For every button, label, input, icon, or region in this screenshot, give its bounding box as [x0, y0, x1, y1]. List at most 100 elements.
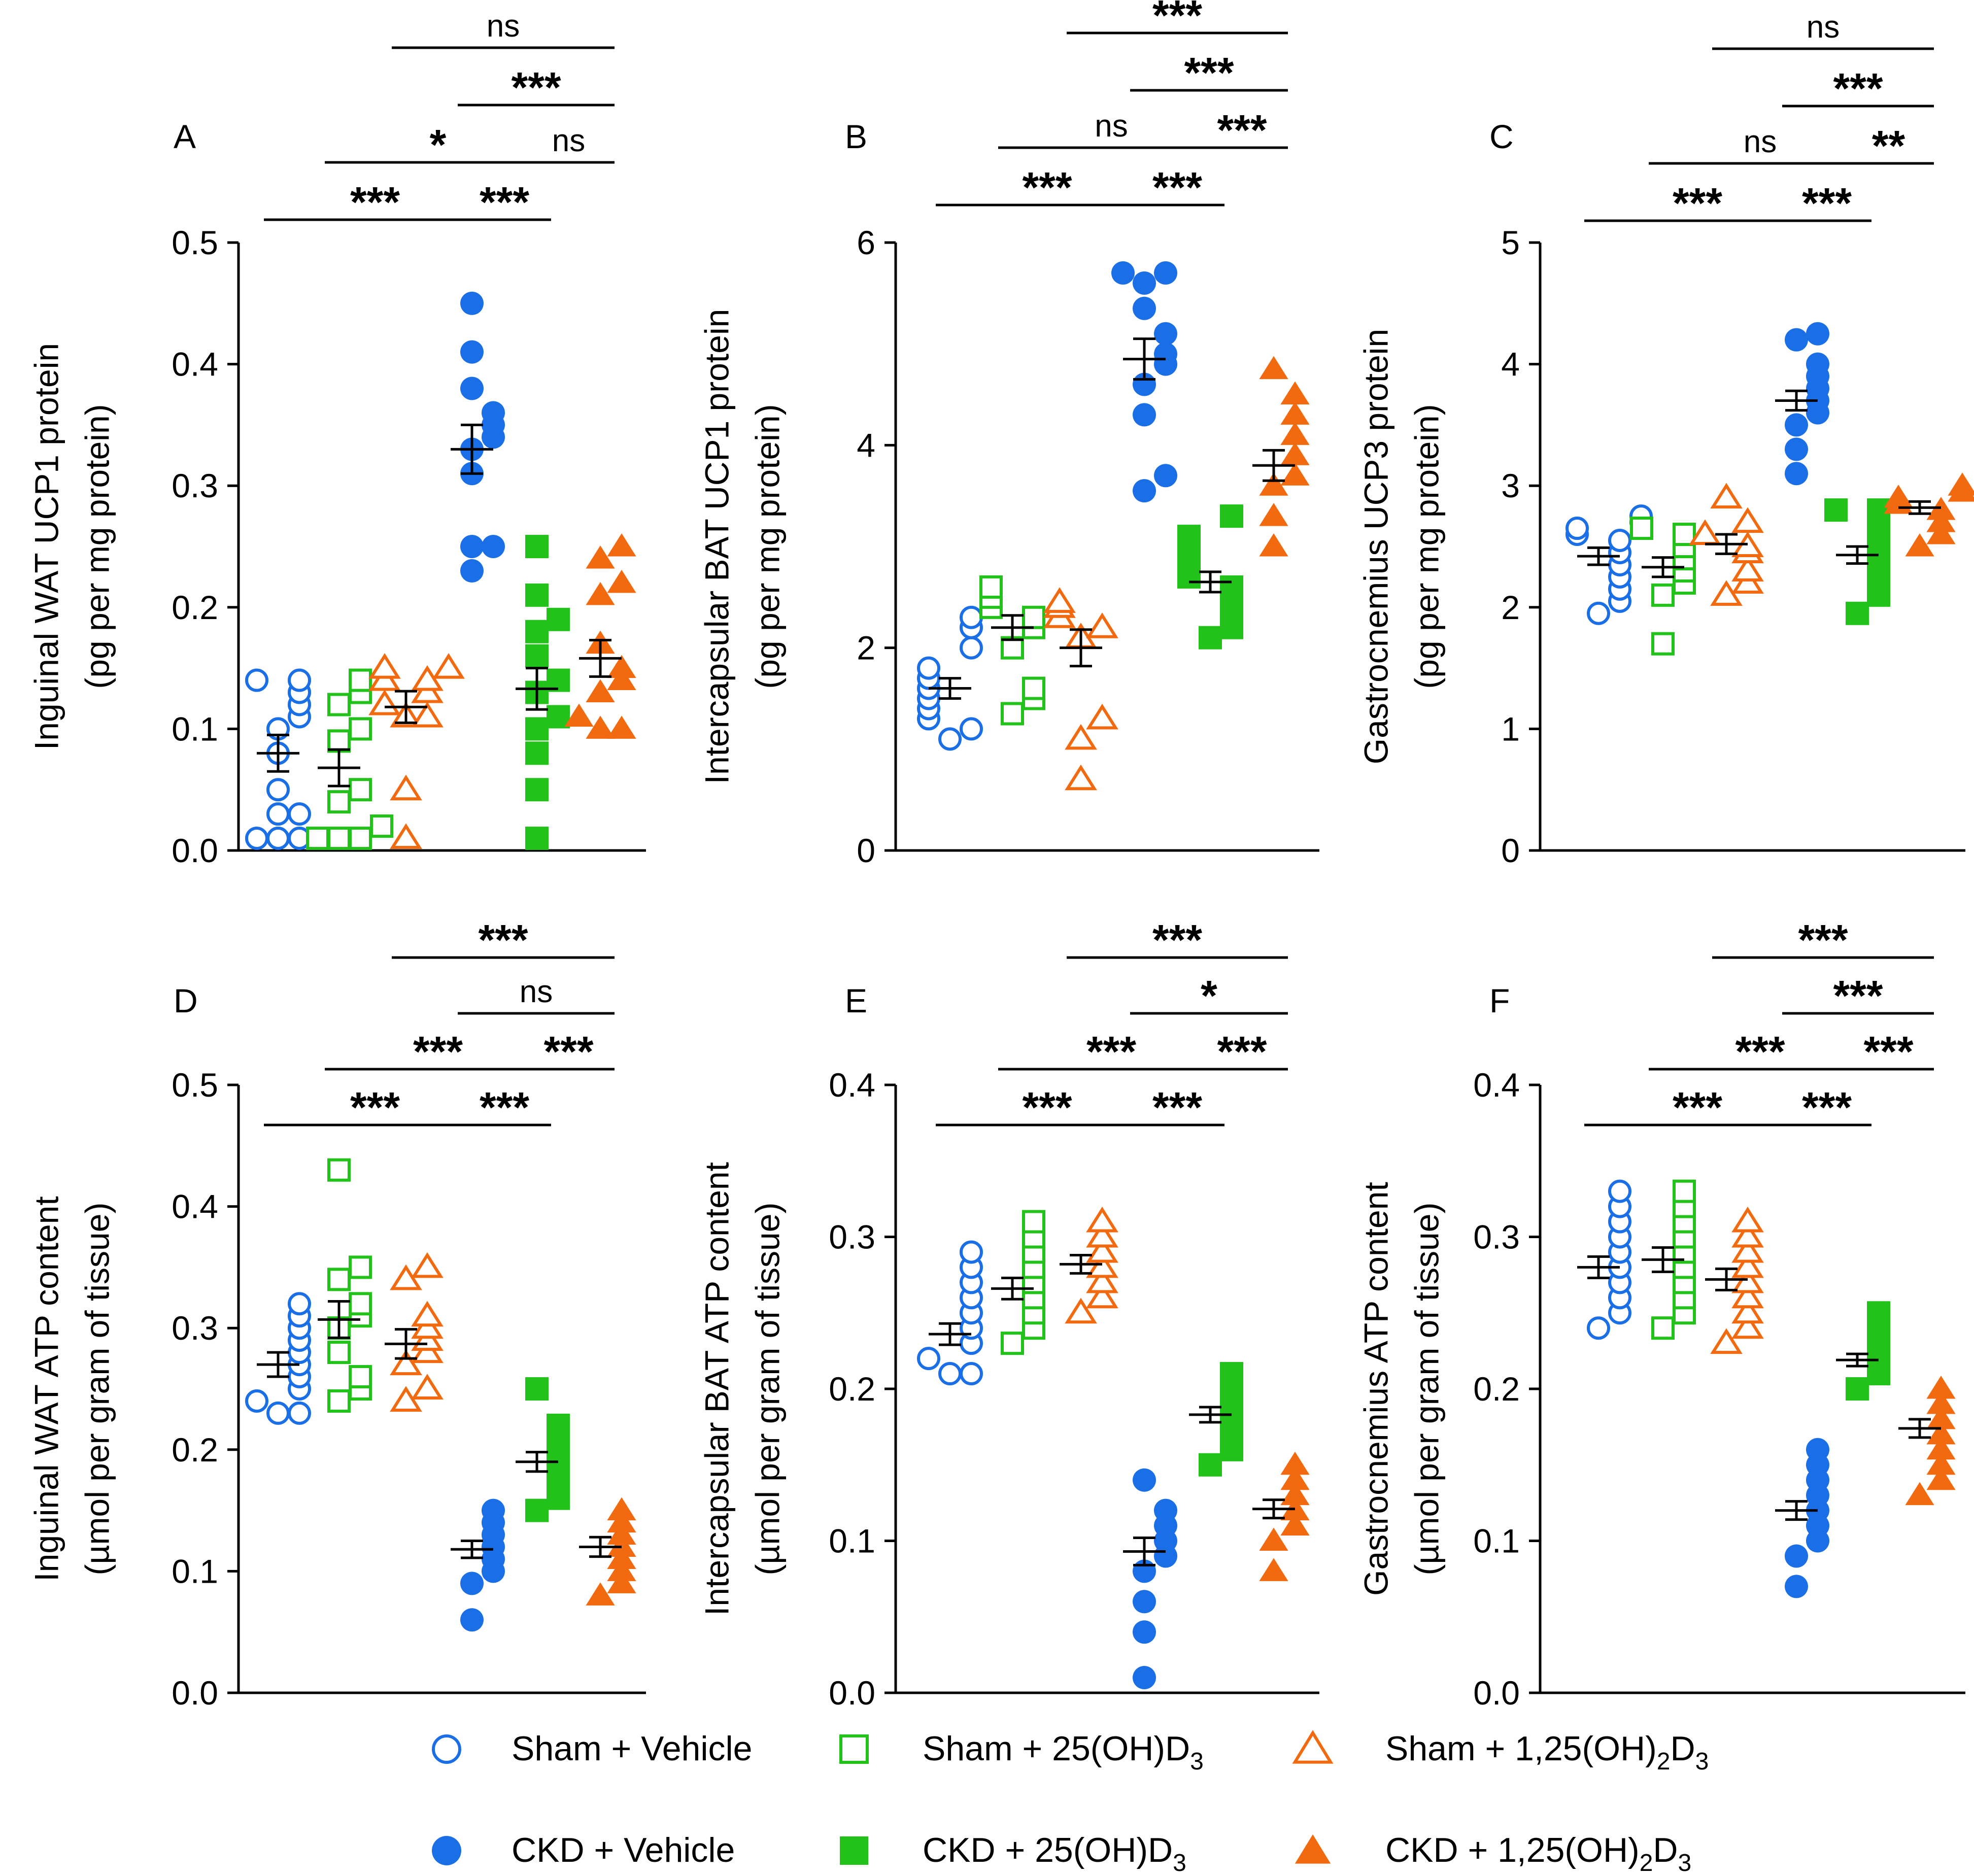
- data-point: [1731, 1252, 1764, 1278]
- data-point: [586, 1582, 615, 1606]
- data-point: [482, 535, 505, 558]
- significance-label: **: [1872, 122, 1905, 169]
- data-point: [1280, 422, 1310, 445]
- y-tick-label: 0.2: [829, 1370, 875, 1408]
- data-point: [547, 607, 570, 631]
- data-point: [1086, 612, 1118, 638]
- panel-letter: A: [174, 118, 196, 155]
- legend-item: Sham + Vehicle: [432, 1729, 752, 1768]
- data-point: [1199, 1453, 1222, 1477]
- data-point: [1133, 479, 1156, 503]
- data-point: [1731, 1313, 1764, 1339]
- series-ckd_125: [579, 1497, 636, 1606]
- y-tick-label: 0.5: [172, 1066, 218, 1104]
- data-point: [1785, 1544, 1808, 1568]
- data-point: [1926, 1390, 1956, 1414]
- data-point: [1785, 328, 1808, 352]
- legend-label-text: D: [1670, 1729, 1695, 1768]
- data-point: [327, 1158, 351, 1182]
- significance-label: *: [430, 121, 447, 168]
- data-point: [938, 727, 962, 751]
- y-axis-label: (µmol per gram of tissue): [78, 1203, 116, 1576]
- data-point: [1133, 296, 1156, 320]
- series-sham_125: [1689, 483, 1764, 606]
- data-point: [1884, 485, 1913, 508]
- data-point: [917, 656, 940, 680]
- data-point: [525, 717, 549, 741]
- data-point: [1259, 533, 1288, 557]
- legend-marker: [432, 1836, 461, 1865]
- data-point: [525, 827, 549, 850]
- legend: Sham + Vehicle Sham + 25(OH)D3 Sham + 1,25…: [432, 1729, 1709, 1876]
- y-tick-label: 0.1: [1473, 1522, 1520, 1560]
- data-point: [1259, 1558, 1288, 1581]
- data-point: [1806, 352, 1829, 376]
- data-point: [1806, 322, 1829, 346]
- data-point: [525, 644, 549, 668]
- y-tick-label: 1: [1501, 710, 1520, 747]
- y-axis-label: Inguinal WAT UCP1 protein: [27, 343, 65, 750]
- data-point: [460, 1608, 484, 1632]
- data-point: [266, 1401, 290, 1425]
- series-sham_125: [1043, 587, 1118, 791]
- panel-letter: B: [845, 118, 867, 155]
- panel-letter: D: [174, 982, 198, 1019]
- y-tick-label: 0.3: [1473, 1218, 1520, 1256]
- y-tick-label: 0: [857, 832, 875, 869]
- y-axis-label: Inguinal WAT ATP content: [27, 1196, 65, 1581]
- data-point: [349, 827, 372, 850]
- significance-label: ***: [350, 178, 400, 226]
- data-point: [1001, 702, 1024, 726]
- data-point: [1086, 1267, 1118, 1293]
- data-point: [1259, 1527, 1288, 1551]
- data-point: [1926, 1406, 1956, 1429]
- legend-marker: [1292, 1730, 1334, 1764]
- data-point: [482, 1498, 505, 1522]
- data-point: [1133, 1666, 1156, 1690]
- data-point: [917, 1347, 940, 1371]
- data-point: [979, 575, 1003, 599]
- significance-label: ***: [1863, 1028, 1913, 1075]
- data-point: [245, 827, 268, 850]
- data-point: [586, 545, 615, 569]
- data-point: [1259, 356, 1288, 380]
- data-point: [245, 1389, 268, 1413]
- y-axis-label: (µmol per gram of tissue): [1408, 1203, 1445, 1576]
- data-point: [1280, 1451, 1310, 1475]
- data-point: [1086, 1237, 1118, 1263]
- data-point: [1565, 517, 1589, 540]
- legend-label-text: Sham + Vehicle: [512, 1729, 752, 1768]
- data-point: [1133, 271, 1156, 295]
- data-point: [1948, 472, 1974, 496]
- data-point: [1086, 1282, 1118, 1309]
- data-point: [460, 377, 484, 400]
- y-tick-label: 0.3: [829, 1218, 875, 1256]
- series-sham_veh: [917, 605, 983, 751]
- significance-label: *: [1201, 972, 1217, 1019]
- data-point: [1673, 523, 1696, 547]
- y-tick-label: 2: [1501, 589, 1520, 626]
- data-point: [1905, 533, 1934, 557]
- legend-subscript: 3: [1190, 1748, 1204, 1775]
- data-point: [245, 668, 268, 692]
- data-point: [1133, 1468, 1156, 1492]
- data-point: [482, 401, 505, 425]
- data-point: [525, 778, 549, 802]
- y-tick-label: 0.4: [172, 346, 218, 383]
- data-point: [525, 741, 549, 765]
- significance-label: ***: [1833, 972, 1883, 1019]
- y-tick-label: 6: [857, 224, 875, 261]
- data-point: [1154, 464, 1177, 488]
- data-point: [1710, 483, 1743, 509]
- data-point: [1926, 1451, 1956, 1475]
- legend-label-text: CKD + 25(OH)D: [923, 1831, 1173, 1869]
- data-point: [586, 582, 615, 605]
- y-tick-label: 3: [1501, 467, 1520, 504]
- legend-item: CKD + Vehicle: [432, 1831, 735, 1869]
- legend-item: Sham + 1,25(OH)2D3: [1292, 1729, 1709, 1775]
- data-point: [1608, 1179, 1631, 1203]
- y-tick-label: 4: [1501, 346, 1520, 383]
- legend-label: Sham + Vehicle: [512, 1729, 752, 1768]
- panel-letter: E: [845, 982, 867, 1019]
- data-point: [1259, 472, 1288, 496]
